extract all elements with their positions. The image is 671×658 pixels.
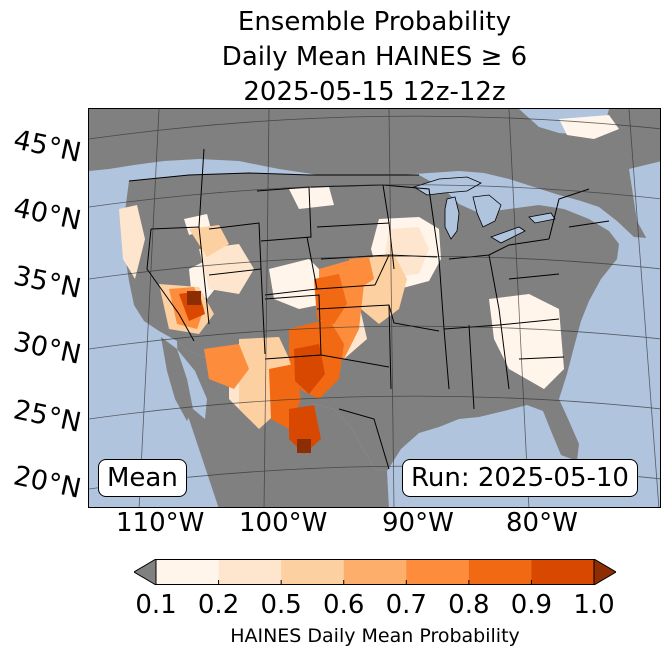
mean-label-box: Mean [98,459,187,497]
colorbar-tick-label: 0.6 [323,590,365,620]
colorbar-segment [281,559,345,585]
lake-michigan [444,196,460,240]
colorbar-tick-label: 0.9 [510,590,553,620]
colorbar-label: HAINES Daily Mean Probability [230,625,520,647]
colorbar-over-arrow [593,559,616,585]
colorbar-segment [156,559,220,585]
lat-label-45: 45°N [10,124,84,169]
graticule [89,109,660,507]
lon-label-80: 80°W [506,508,578,538]
colorbar-tick-label: 0.8 [448,590,490,620]
lat-label-35: 35°N [10,260,84,305]
lake-erie [490,226,526,244]
colorbar-tick-label: 0.1 [135,590,177,620]
colorbar-tick-label: 0.2 [197,590,240,620]
lon-label-90: 90°W [382,508,454,538]
colorbar-segment [343,559,407,585]
colorbar-outline [155,559,595,585]
probability-max [187,291,311,453]
colorbar [134,559,616,585]
colorbar-segment [531,559,595,585]
lat-label-25: 25°N [10,394,84,439]
title-line-3: 2025-05-15 12z-12z [243,77,506,107]
title-line-2: Daily Mean HAINES ≥ 6 [221,42,528,72]
baja-land [161,337,193,421]
atlantic-north-water [629,161,660,249]
colorbar-tick-label: 0.7 [385,590,427,620]
canada-land [89,109,660,239]
colorbar-tick-label: 0.5 [260,590,302,620]
map-panel: Mean Run: 2025-05-10 [88,108,661,508]
lat-label-40: 40°N [10,192,84,237]
colorbar-tick-label: 1.0 [573,590,615,620]
run-date-box: Run: 2025-05-10 [402,459,638,497]
usa-land [124,173,619,471]
colorbar-segment [218,559,282,585]
map-svg [89,109,660,507]
lon-label-100: 100°W [239,508,328,538]
colorbar-segment [468,559,532,585]
colorbar-segment [406,559,470,585]
colorbar-under-arrow [134,559,157,585]
lake-huron [472,194,502,228]
lon-label-110: 110°W [116,508,205,538]
lat-label-30: 30°N [10,326,84,371]
title-line-1: Ensemble Probability [237,7,512,37]
lake-ontario [528,212,556,224]
gulf-of-california [177,349,207,419]
lat-label-20: 20°N [10,460,84,505]
